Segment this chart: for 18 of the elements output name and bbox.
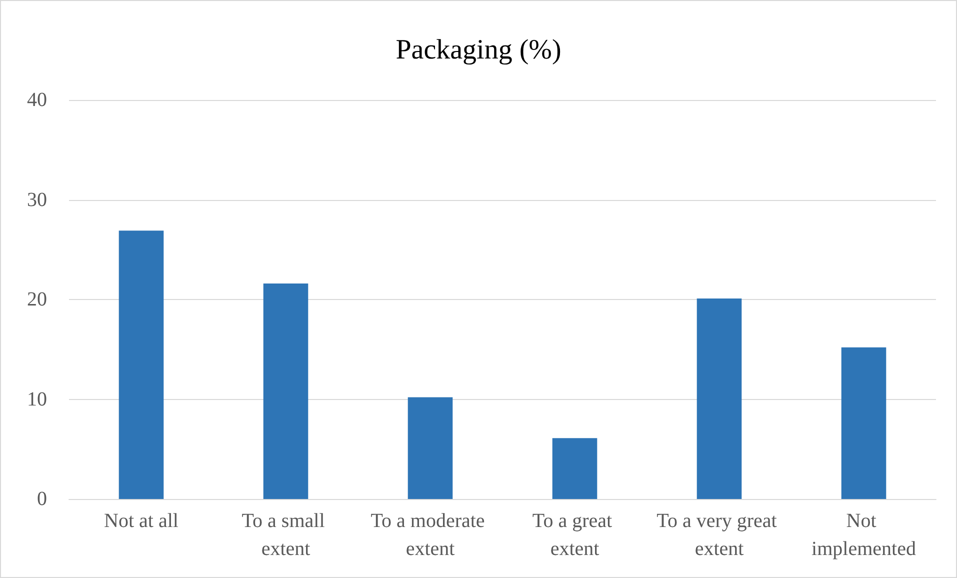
y-tick-label: 30 — [27, 188, 47, 211]
x-tick-label: To a very great extent — [656, 510, 782, 560]
y-tick-label: 40 — [27, 89, 47, 111]
bar — [552, 438, 598, 499]
x-tick-label: To a small extent — [242, 510, 330, 560]
bar — [263, 284, 308, 499]
bar — [408, 397, 453, 499]
chart-title: Packaging (%) — [396, 34, 562, 66]
y-tick-label: 0 — [37, 488, 47, 510]
bar — [118, 230, 164, 499]
bar — [841, 347, 886, 499]
x-tick-label: To a moderate extent — [370, 510, 490, 560]
x-tick-label: To a great extent — [532, 510, 618, 560]
x-tick-label: Not implemented — [812, 510, 916, 560]
y-tick-label: 20 — [27, 288, 47, 310]
y-tick-label: 10 — [27, 388, 47, 410]
x-tick-label: Not at all — [104, 510, 179, 532]
bar — [696, 298, 742, 499]
